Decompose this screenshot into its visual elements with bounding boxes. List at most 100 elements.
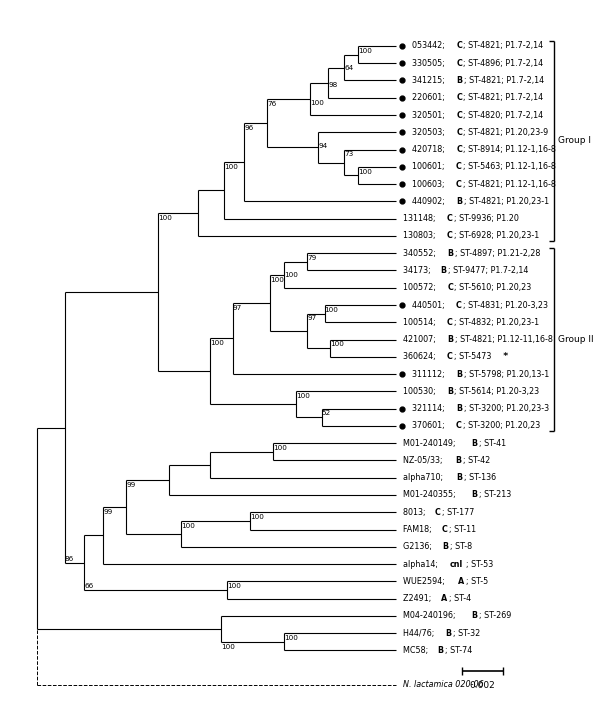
- Text: ; ST-8: ; ST-8: [450, 542, 472, 551]
- Text: 86: 86: [65, 556, 74, 562]
- Text: 330505;: 330505;: [412, 59, 448, 68]
- Text: B: B: [472, 611, 478, 620]
- Text: Z2491;: Z2491;: [403, 594, 434, 603]
- Text: ; ST-9936; P1.20: ; ST-9936; P1.20: [454, 214, 519, 223]
- Text: ; ST-4: ; ST-4: [449, 594, 471, 603]
- Text: ; ST-136: ; ST-136: [464, 473, 496, 482]
- Text: 100: 100: [221, 644, 235, 649]
- Text: 79: 79: [307, 255, 317, 261]
- Text: C: C: [456, 93, 462, 102]
- Text: 421007;: 421007;: [403, 335, 439, 344]
- Text: B: B: [456, 76, 463, 85]
- Text: ; ST-213: ; ST-213: [479, 491, 511, 499]
- Text: 34173;: 34173;: [403, 266, 434, 275]
- Text: ; ST-32: ; ST-32: [453, 629, 480, 637]
- Text: alpha710;: alpha710;: [403, 473, 446, 482]
- Text: MC58;: MC58;: [403, 646, 431, 655]
- Text: B: B: [445, 629, 451, 637]
- Text: cnl: cnl: [449, 560, 463, 568]
- Text: 100: 100: [158, 215, 172, 221]
- Text: ; ST-4821; P1.7-2,14: ; ST-4821; P1.7-2,14: [463, 42, 544, 51]
- Text: B: B: [455, 456, 461, 465]
- Text: 100: 100: [296, 393, 310, 399]
- Text: C: C: [447, 352, 453, 362]
- Text: 340552;: 340552;: [403, 249, 439, 258]
- Text: 100: 100: [273, 445, 287, 451]
- Text: B: B: [456, 404, 462, 413]
- Text: 0.002: 0.002: [470, 680, 496, 689]
- Text: ; ST-42: ; ST-42: [463, 456, 490, 465]
- Text: ; ST-5614; P1.20-3,23: ; ST-5614; P1.20-3,23: [454, 387, 539, 396]
- Text: G2136;: G2136;: [403, 542, 435, 551]
- Text: ; ST-4821; P1.7-2,14: ; ST-4821; P1.7-2,14: [464, 76, 544, 85]
- Text: 100: 100: [181, 522, 195, 529]
- Text: 97: 97: [233, 305, 242, 311]
- Text: H44/76;: H44/76;: [403, 629, 437, 637]
- Text: ; ST-6928; P1.20,23-1: ; ST-6928; P1.20,23-1: [454, 231, 539, 240]
- Text: ; ST-4897; P1.21-2,28: ; ST-4897; P1.21-2,28: [455, 249, 540, 258]
- Text: 96: 96: [244, 125, 253, 131]
- Text: 053442;: 053442;: [412, 42, 448, 51]
- Text: M01-240149;: M01-240149;: [403, 439, 458, 448]
- Text: B: B: [442, 542, 448, 551]
- Text: 64: 64: [344, 65, 353, 71]
- Text: C: C: [456, 162, 462, 171]
- Text: 420718;: 420718;: [412, 145, 448, 154]
- Text: ; ST-5798; P1.20,13-1: ; ST-5798; P1.20,13-1: [464, 369, 549, 379]
- Text: ; ST-41: ; ST-41: [479, 439, 506, 448]
- Text: C: C: [456, 42, 462, 51]
- Text: ; ST-5: ; ST-5: [466, 577, 488, 586]
- Text: 100: 100: [331, 341, 344, 348]
- Text: 52: 52: [322, 410, 331, 417]
- Text: C: C: [447, 231, 452, 240]
- Text: ; ST-4831; P1.20-3,23: ; ST-4831; P1.20-3,23: [463, 300, 548, 309]
- Text: C: C: [456, 128, 462, 137]
- Text: A: A: [442, 594, 448, 603]
- Text: ; ST-5610; P1.20,23: ; ST-5610; P1.20,23: [454, 283, 532, 293]
- Text: 100: 100: [325, 307, 338, 313]
- Text: Group I: Group I: [558, 137, 591, 145]
- Text: B: B: [456, 197, 463, 206]
- Text: 100: 100: [310, 99, 324, 106]
- Text: ; ST-74: ; ST-74: [445, 646, 472, 655]
- Text: ; ST-177: ; ST-177: [442, 508, 474, 517]
- Text: 311112;: 311112;: [412, 369, 448, 379]
- Text: 440501;: 440501;: [412, 300, 448, 309]
- Text: C: C: [456, 422, 462, 430]
- Text: 100: 100: [358, 168, 372, 175]
- Text: C: C: [447, 283, 453, 293]
- Text: B: B: [472, 439, 478, 448]
- Text: 76: 76: [267, 101, 277, 106]
- Text: N. lactamica 020-06: N. lactamica 020-06: [403, 680, 484, 689]
- Text: 100603;: 100603;: [412, 180, 448, 189]
- Text: NZ-05/33;: NZ-05/33;: [403, 456, 445, 465]
- Text: 100601;: 100601;: [412, 162, 448, 171]
- Text: B: B: [456, 473, 462, 482]
- Text: C: C: [456, 300, 462, 309]
- Text: B: B: [456, 369, 462, 379]
- Text: 8013;: 8013;: [403, 508, 428, 517]
- Text: B: B: [447, 249, 453, 258]
- Text: C: C: [456, 111, 462, 120]
- Text: A: A: [458, 577, 464, 586]
- Text: WUE2594;: WUE2594;: [403, 577, 448, 586]
- Text: C: C: [434, 508, 440, 517]
- Text: 66: 66: [85, 583, 94, 589]
- Text: 320501;: 320501;: [412, 111, 448, 120]
- Text: 97: 97: [307, 315, 317, 321]
- Text: 220601;: 220601;: [412, 93, 448, 102]
- Text: 360624;: 360624;: [403, 352, 439, 362]
- Text: M01-240355;: M01-240355;: [403, 491, 458, 499]
- Text: 99: 99: [103, 508, 113, 515]
- Text: 98: 98: [328, 82, 337, 88]
- Text: ; ST-4821; P1.7-2,14: ; ST-4821; P1.7-2,14: [463, 93, 544, 102]
- Text: B: B: [440, 266, 447, 275]
- Text: B: B: [447, 335, 453, 344]
- Text: 73: 73: [344, 152, 353, 157]
- Text: ; ST-4821; P1.12-1,16-8: ; ST-4821; P1.12-1,16-8: [463, 180, 556, 189]
- Text: 100514;: 100514;: [403, 318, 439, 327]
- Text: B: B: [472, 491, 478, 499]
- Text: ; ST-3200; P1.20,23-3: ; ST-3200; P1.20,23-3: [464, 404, 549, 413]
- Text: 100: 100: [284, 635, 298, 641]
- Text: *: *: [500, 352, 509, 362]
